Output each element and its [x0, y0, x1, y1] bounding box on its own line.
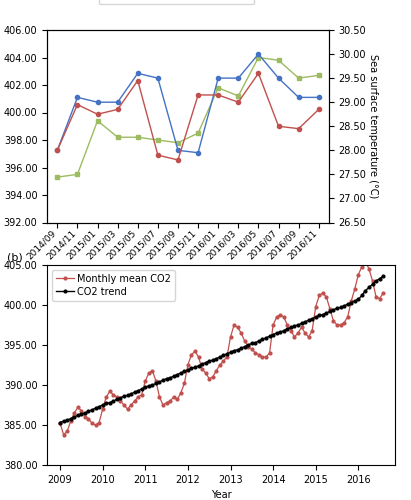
Line: Monthly mean CO2: Monthly mean CO2 [59, 260, 385, 436]
Monthly mean CO2 [61, 432, 66, 438]
CO2 trend [296, 322, 300, 328]
Line: SST1: SST1 [55, 52, 321, 155]
CO2 [55, 174, 60, 180]
SST1 [296, 94, 301, 100]
SST2 [115, 106, 120, 112]
CO2 [296, 75, 301, 81]
SST2 [276, 123, 281, 129]
CO2 [216, 84, 221, 91]
SST2 [196, 92, 201, 98]
CO2 [316, 72, 321, 78]
Monthly mean CO2 [317, 292, 322, 298]
SST2 [216, 92, 221, 98]
SST2 [316, 106, 321, 112]
CO2 trend [313, 314, 318, 320]
CO2 [95, 118, 100, 124]
Monthly mean CO2 [320, 290, 325, 296]
CO2 trend [58, 420, 62, 426]
Y-axis label: Sea surface temperature (°C): Sea surface temperature (°C) [367, 54, 378, 199]
Line: SST2: SST2 [55, 71, 321, 162]
SST1 [276, 75, 281, 81]
Monthly mean CO2 [313, 304, 318, 310]
CO2 trend [381, 273, 386, 279]
SST2 [175, 157, 180, 163]
SST1 [95, 99, 100, 105]
SST2 [256, 70, 261, 76]
Line: CO2 trend: CO2 trend [59, 275, 385, 424]
X-axis label: Month: Month [173, 267, 203, 277]
CO2 [155, 137, 160, 143]
Legend: Monthly mean CO2, CO2 trend: Monthly mean CO2, CO2 trend [52, 270, 175, 300]
SST1 [216, 75, 221, 81]
SST1 [316, 94, 321, 100]
CO2 trend [328, 308, 332, 314]
CO2 [175, 140, 180, 146]
Line: CO2: CO2 [55, 56, 321, 179]
Monthly mean CO2 [253, 350, 258, 356]
SST1 [135, 70, 140, 76]
SST1 [75, 94, 80, 100]
CO2 [236, 93, 241, 99]
SST1 [115, 99, 120, 105]
SST2 [75, 102, 80, 107]
SST1 [175, 148, 180, 154]
SST1 [256, 51, 261, 57]
CO2 [135, 134, 140, 140]
CO2 trend [310, 316, 315, 322]
Y-axis label: Global CO₂ concentration (ppm): Global CO₂ concentration (ppm) [0, 287, 1, 443]
Text: (b): (b) [7, 253, 23, 263]
Monthly mean CO2 [331, 318, 336, 324]
CO2 [75, 172, 80, 177]
Legend: CO2, SST1, SST2: CO2, SST1, SST2 [99, 0, 254, 4]
CO2 [196, 130, 201, 136]
SST2 [55, 148, 60, 154]
SST1 [236, 75, 241, 81]
SST2 [155, 152, 160, 158]
CO2 trend [249, 340, 254, 346]
SST2 [135, 78, 140, 84]
SST2 [296, 126, 301, 132]
CO2 trend [317, 312, 322, 318]
Monthly mean CO2 [363, 258, 368, 264]
CO2 [115, 134, 120, 140]
Y-axis label: CO₂ concentration (ppm): CO₂ concentration (ppm) [0, 66, 1, 187]
SST2 [236, 99, 241, 105]
SST1 [55, 148, 60, 154]
CO2 [256, 54, 261, 60]
Monthly mean CO2 [381, 290, 386, 296]
CO2 [276, 57, 281, 63]
SST1 [155, 75, 160, 81]
X-axis label: Year: Year [210, 490, 231, 500]
SST1 [196, 150, 201, 156]
SST2 [95, 111, 100, 117]
Monthly mean CO2 [58, 420, 62, 426]
Monthly mean CO2 [299, 324, 304, 330]
